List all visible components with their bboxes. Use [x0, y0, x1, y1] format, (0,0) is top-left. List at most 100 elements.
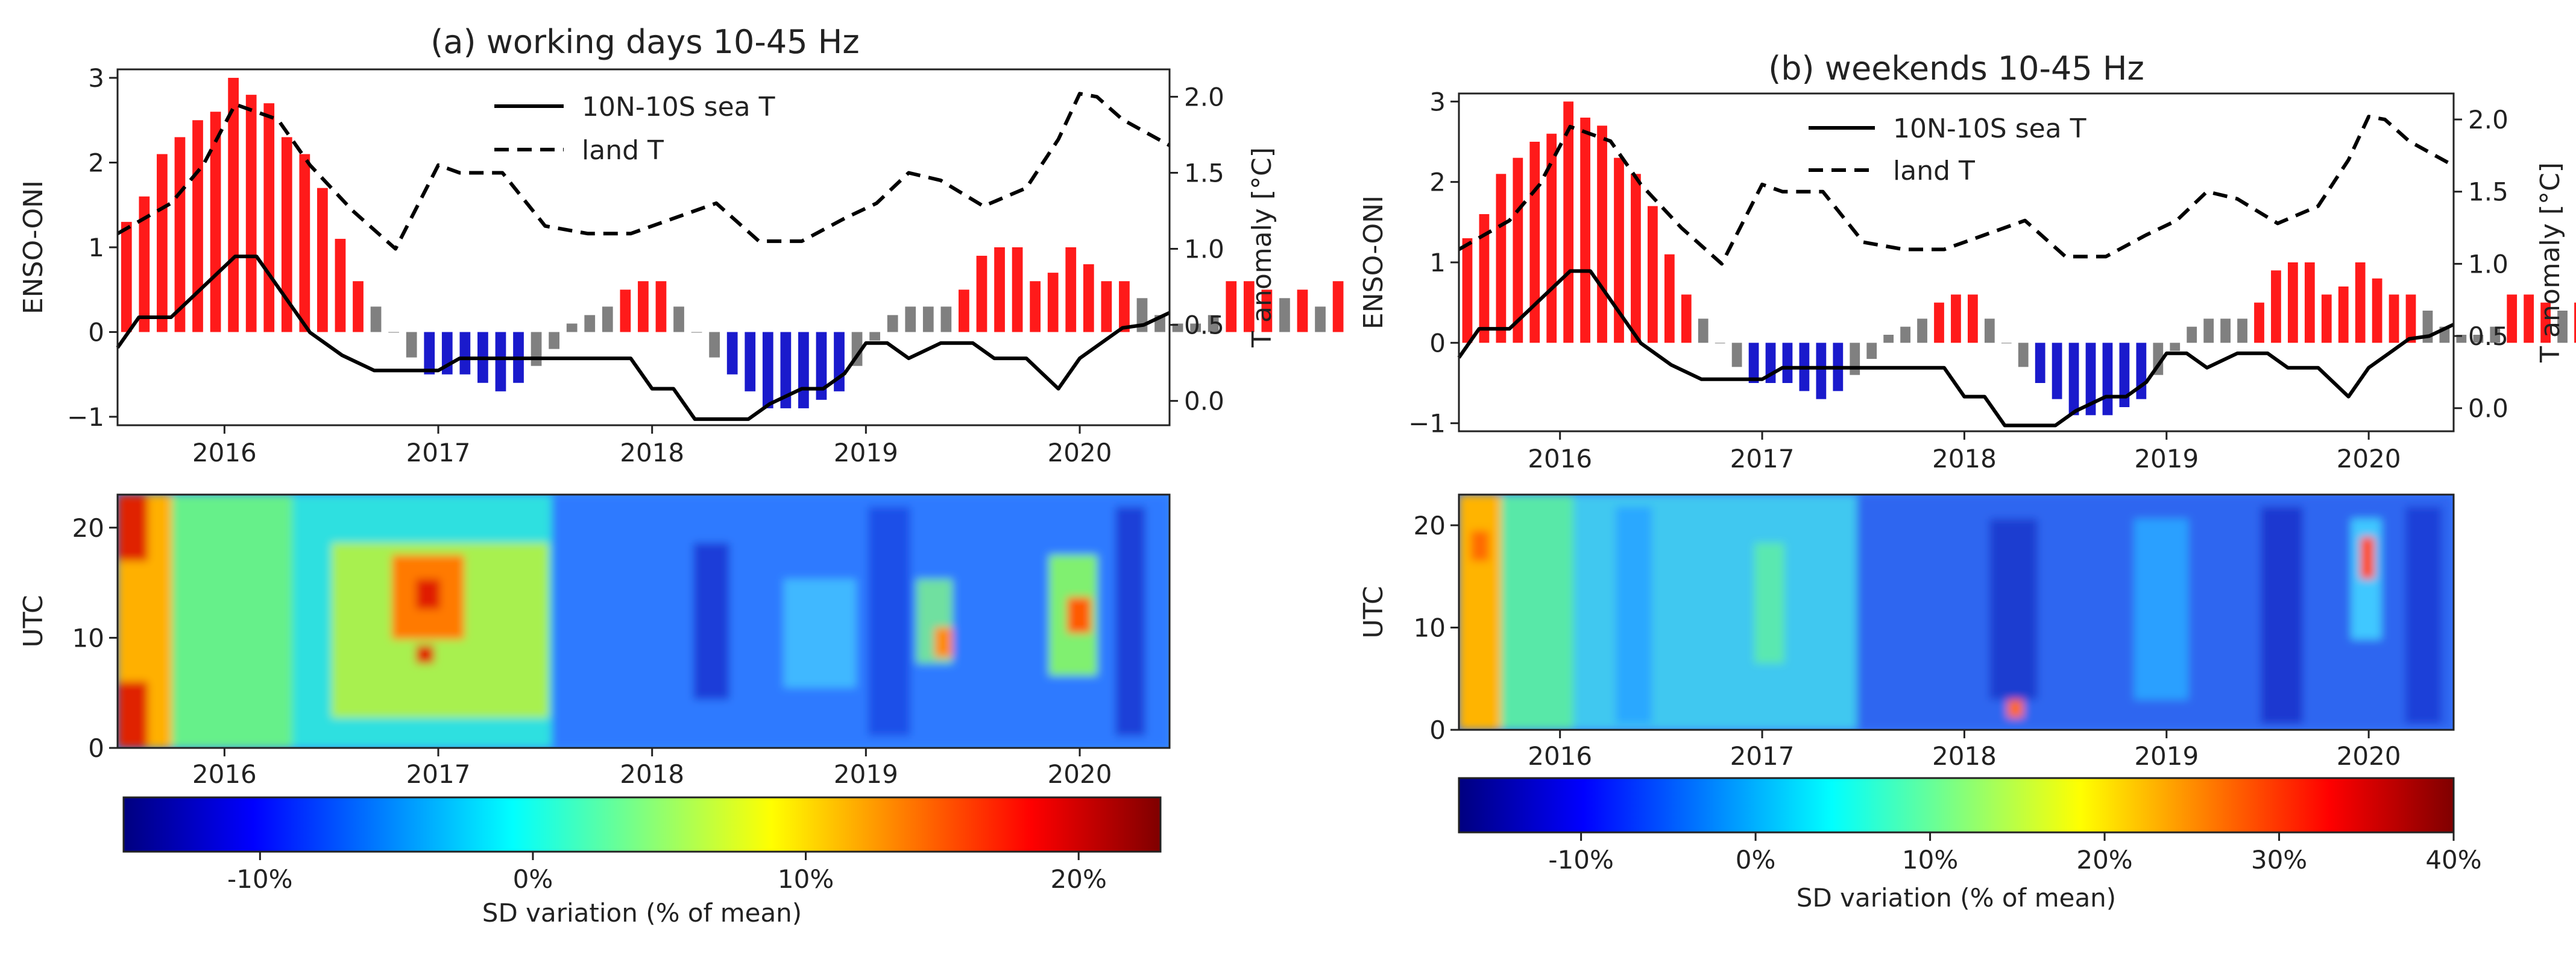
heatmap-y-tick-label: 0	[88, 733, 104, 763]
enso-bar	[2254, 302, 2264, 343]
y-tick-label: 2	[1429, 168, 1446, 197]
enso-bar	[1119, 281, 1130, 332]
enso-bar	[1030, 281, 1041, 332]
temperature-lines	[1457, 115, 2455, 428]
colorbar-tick-label: 40%	[2425, 845, 2481, 875]
enso-bar	[495, 332, 506, 391]
enso-bar	[1479, 214, 1490, 343]
legend-label-sea: 10N-10S sea T	[582, 92, 775, 122]
enso-bar	[317, 188, 328, 332]
enso-bar	[459, 332, 471, 375]
enso-bar	[959, 290, 969, 332]
enso-bar	[940, 306, 952, 332]
y-tick-label: 3	[1429, 87, 1446, 116]
enso-bar	[798, 332, 809, 408]
y2-axis-ticks: 0.0 0.5 1.0 1.5 2.0	[1170, 82, 1224, 416]
enso-bar	[976, 256, 987, 332]
enso-bar	[1782, 343, 1793, 383]
heatmap-y-ticks: 0 10 20	[72, 513, 118, 763]
colorbar-label: SD variation (% of mean)	[1797, 883, 2116, 913]
enso-bar	[192, 120, 203, 332]
y-tick-label: 0	[88, 317, 104, 347]
land-temp-line	[1458, 115, 2455, 266]
enso-bar	[780, 332, 792, 408]
enso-bar	[1226, 281, 1237, 332]
enso-bar	[2052, 343, 2062, 399]
enso-bar	[887, 315, 898, 332]
enso-bar	[1664, 254, 1675, 343]
colorbar-ticks: -10% 0% 10% 20%	[227, 852, 1107, 894]
legend-label-sea: 10N-10S sea T	[1893, 113, 2086, 144]
enso-bar	[994, 247, 1005, 332]
heatmap-region	[1989, 519, 2038, 700]
enso-bar	[245, 95, 257, 332]
sea-temp-line	[1457, 269, 2455, 428]
y-tick-label: 1	[88, 233, 104, 262]
enso-bar	[2136, 343, 2147, 399]
y2-tick-label: 0.0	[2468, 394, 2508, 423]
enso-bar	[1332, 281, 1344, 332]
enso-bar	[1681, 294, 1692, 343]
enso-bar	[2338, 287, 2349, 343]
heatmap-y-tick-label: 0	[1429, 715, 1446, 745]
colorbar-tick-label: 30%	[2251, 845, 2307, 875]
enso-bar	[157, 154, 168, 332]
enso-bar	[673, 306, 684, 332]
enso-bar	[1968, 294, 1978, 343]
enso-bar	[2321, 294, 2332, 343]
enso-bar	[406, 332, 417, 358]
enso-bar	[2540, 302, 2551, 343]
x-axis-ticks: 2016 2017 2018 2019 2020	[1528, 431, 2401, 473]
heatmap-frame	[1458, 493, 2455, 731]
land-temp-line	[116, 92, 1171, 251]
enso-bar	[1580, 118, 1590, 343]
y2-tick-label: 1.5	[2468, 177, 2508, 207]
y2-tick-label: 1.0	[1184, 235, 1224, 264]
temperature-lines	[116, 92, 1171, 421]
y2-axis-label: T anomaly [°C]	[1247, 147, 1277, 348]
colorbar-gradient	[122, 796, 1162, 853]
y-tick-label: −1	[1408, 409, 1446, 439]
enso-bar	[1648, 206, 1658, 343]
y-axis-ticks: −1 0 1 2 3	[67, 63, 118, 432]
x-axis-ticks: 2016 2017 2018 2019 2020	[192, 425, 1112, 467]
chart-title: (b) weekends 10-45 Hz	[1768, 49, 2144, 87]
enso-bar	[335, 238, 346, 332]
enso-bar	[1065, 247, 1077, 332]
enso-bar	[1866, 343, 1877, 359]
enso-bar	[2389, 294, 2399, 343]
enso-bar	[602, 306, 613, 332]
enso-bars	[121, 78, 1344, 408]
sea-temp-line	[116, 255, 1171, 421]
heatmap-region	[1501, 495, 1573, 730]
enso-bar	[584, 315, 596, 332]
enso-bars	[1462, 101, 2576, 416]
x-tick-label: 2017	[406, 438, 471, 467]
enso-bar	[281, 137, 292, 332]
heatmap-y-ticks: 0 10 20	[1414, 511, 1459, 745]
heatmap-region	[2261, 507, 2303, 724]
x-tick-label: 2016	[192, 438, 257, 467]
enso-bar	[2119, 343, 2130, 407]
enso-bar	[905, 306, 916, 332]
y-tick-label: −1	[67, 402, 104, 432]
heatmap-region	[416, 645, 434, 663]
enso-bar	[726, 332, 738, 375]
enso-bar	[531, 332, 542, 366]
enso-bar	[709, 332, 720, 358]
heatmap-region	[118, 495, 148, 561]
heatmap-x-tick-label: 2018	[620, 759, 684, 789]
enso-bar	[1631, 174, 1641, 343]
colorbar: -10% 0% 10% 20% 30% 40% SD variation (% of me…	[1458, 777, 2482, 913]
enso-bar	[2102, 343, 2113, 416]
enso-bar	[1047, 273, 1059, 332]
y-tick-label: 2	[88, 148, 104, 178]
enso-bar	[1816, 343, 1827, 399]
enso-bar	[1462, 238, 1473, 343]
enso-bar	[1529, 142, 1540, 343]
enso-bar	[2288, 262, 2298, 343]
legend: 10N-10S sea T land T	[1809, 113, 2086, 186]
y2-tick-label: 1.0	[2468, 249, 2508, 279]
enso-bar	[2018, 343, 2029, 367]
